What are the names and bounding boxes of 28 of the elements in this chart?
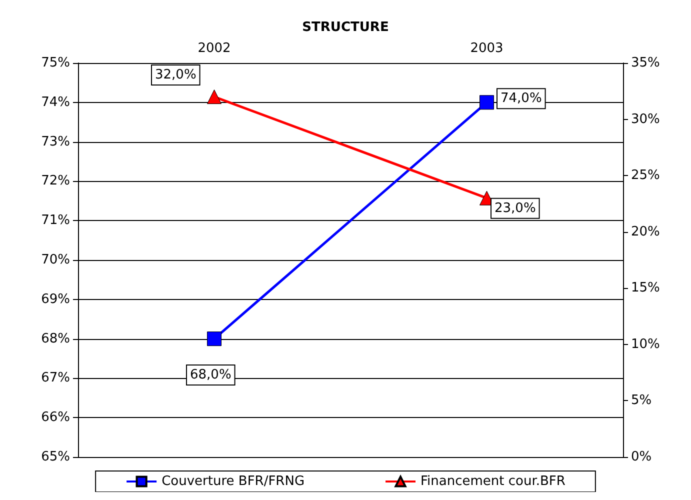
y2-tick-label: 0%: [631, 450, 652, 464]
y2-tick-label: 25%: [631, 168, 660, 184]
y-tick-label: 69%: [41, 292, 70, 307]
y-tick-label: 67%: [41, 370, 70, 386]
y-tick-label: 72%: [41, 174, 70, 189]
legend-label: Financement cour.BFR: [420, 474, 566, 489]
x-tick-label: 2002: [198, 41, 231, 56]
data-label: 23,0%: [494, 200, 536, 216]
y-tick-label: 70%: [41, 252, 70, 268]
y2-tick-label: 30%: [631, 112, 660, 127]
y2-tick-label: 5%: [631, 393, 652, 408]
y2-tick-label: 15%: [631, 280, 660, 296]
chart-title: STRUCTURE: [302, 20, 389, 35]
y-tick-label: 75%: [41, 56, 70, 70]
y-tick-label: 65%: [41, 450, 70, 464]
y-tick-label: 66%: [41, 410, 70, 426]
y2-tick-label: 35%: [631, 56, 660, 70]
data-label: 32,0%: [155, 68, 196, 83]
y2-tick-label: 10%: [631, 336, 660, 352]
y-tick-label: 68%: [41, 331, 70, 346]
y-tick-label: 73%: [41, 134, 70, 150]
y-tick-label: 71%: [41, 213, 70, 228]
y-tick-label: 74%: [41, 94, 70, 110]
y2-tick-label: 20%: [631, 224, 660, 240]
data-label: 68,0%: [190, 368, 232, 383]
x-tick-label: 2003: [470, 41, 504, 56]
data-label: 74,0%: [500, 91, 542, 106]
legend-label: Couverture BFR/FRNG: [162, 474, 305, 489]
